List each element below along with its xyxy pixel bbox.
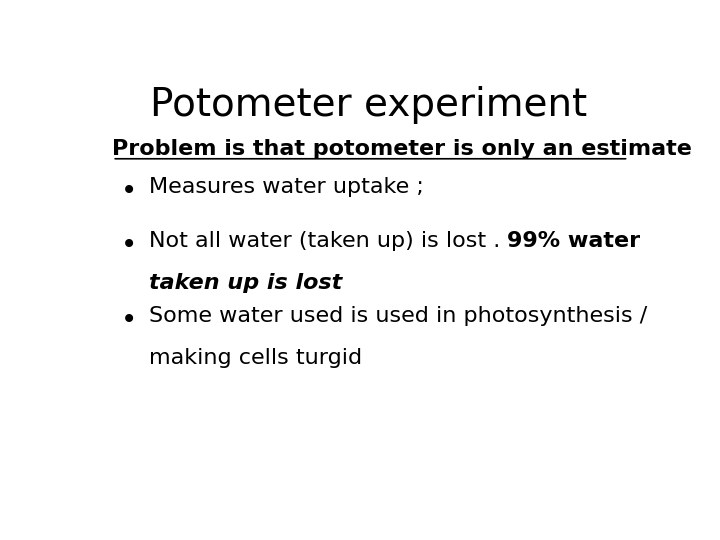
Text: •: •	[121, 306, 137, 334]
Text: 99% water: 99% water	[507, 231, 640, 251]
Text: Potometer experiment: Potometer experiment	[150, 85, 588, 124]
Text: taken up is lost: taken up is lost	[148, 273, 342, 293]
Text: Not all water (taken up) is lost .: Not all water (taken up) is lost .	[148, 231, 507, 251]
Text: Problem is that potometer is only an estimate: Problem is that potometer is only an est…	[112, 139, 692, 159]
Text: •: •	[121, 231, 137, 259]
Text: making cells turgid: making cells turgid	[148, 348, 361, 368]
Text: Some water used is used in photosynthesis /: Some water used is used in photosynthesi…	[148, 306, 647, 326]
Text: •: •	[121, 177, 137, 205]
Text: Measures water uptake ;: Measures water uptake ;	[148, 177, 423, 197]
